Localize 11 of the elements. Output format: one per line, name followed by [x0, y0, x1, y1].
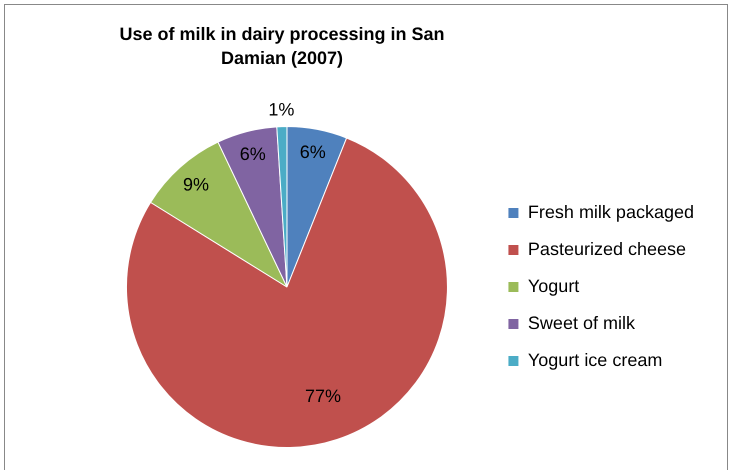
data-label: 1%	[268, 100, 294, 120]
legend-label: Fresh milk packaged	[528, 202, 694, 222]
legend-label: Sweet of milk	[528, 312, 636, 333]
data-label: 6%	[240, 144, 266, 164]
data-label: 6%	[300, 142, 326, 162]
legend-label: Yogurt	[528, 276, 580, 296]
legend-label: Pasteurized cheese	[528, 238, 686, 259]
chart-title: Use of milk in dairy processing in San Damian (2007)	[118, 23, 446, 70]
data-label: 77%	[305, 386, 342, 406]
data-label: 9%	[182, 174, 210, 194]
legend-label: Yogurt ice cream	[528, 350, 662, 370]
